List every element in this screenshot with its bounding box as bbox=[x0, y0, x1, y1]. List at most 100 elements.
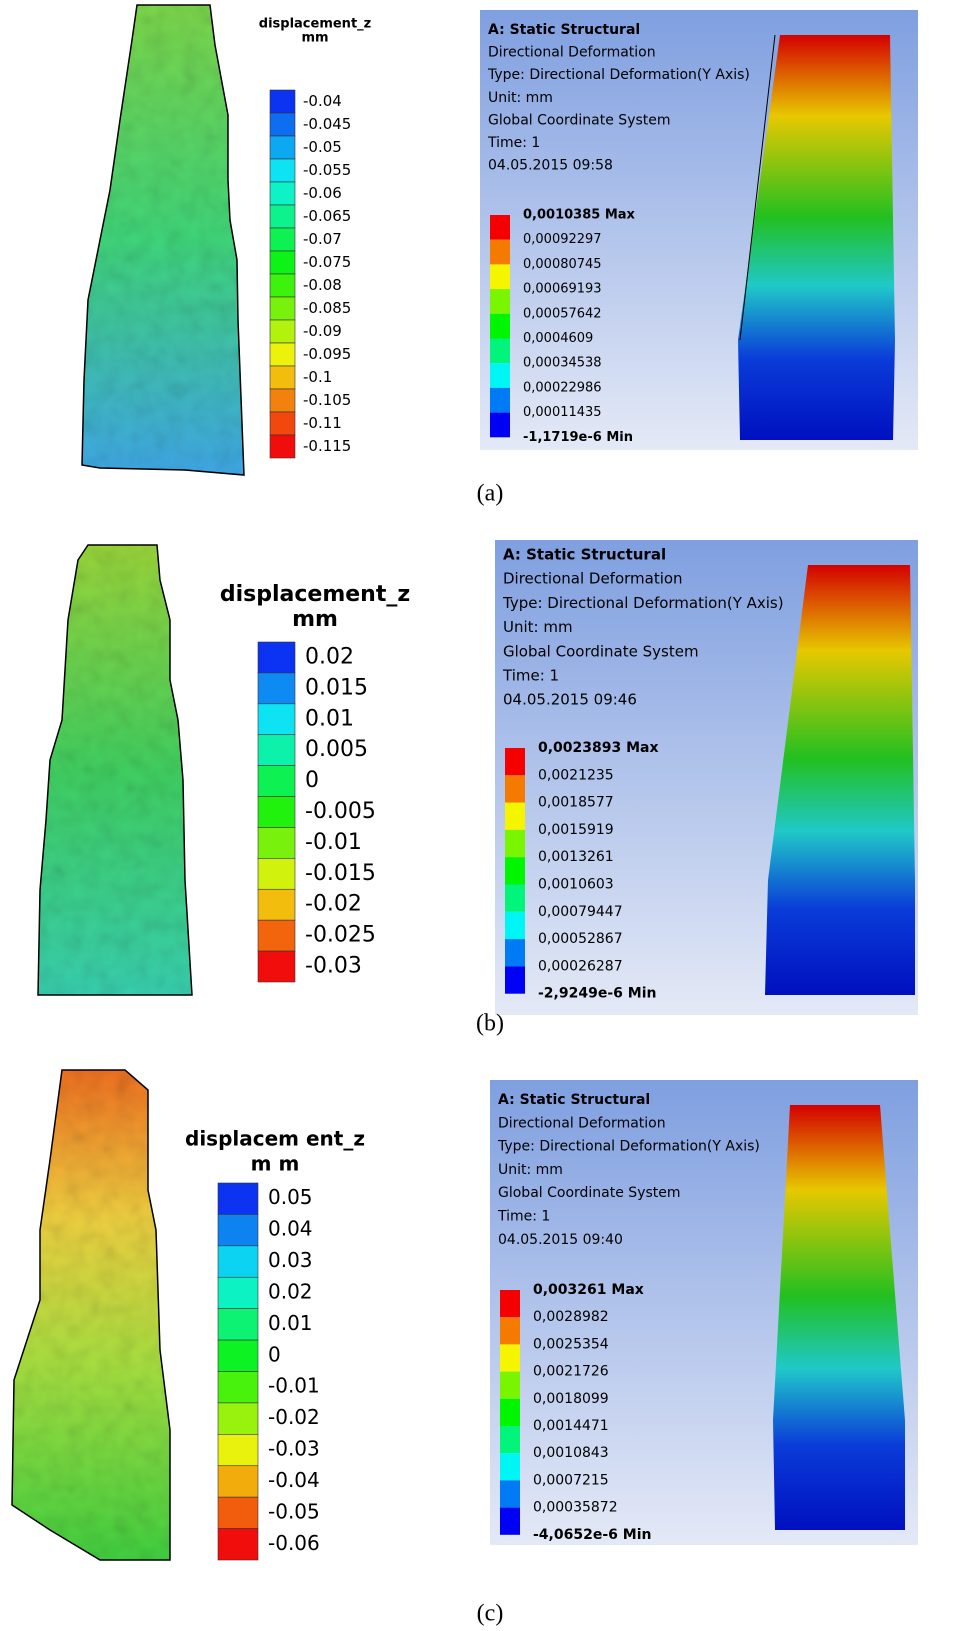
legend-label: -0.085 bbox=[303, 299, 351, 317]
legend-label: -0.065 bbox=[303, 207, 351, 225]
legend-label: 0.01 bbox=[305, 706, 354, 731]
ansys-legend-band bbox=[500, 1372, 520, 1399]
ansys-legend-band bbox=[500, 1399, 520, 1426]
legend-band bbox=[218, 1340, 258, 1371]
result-info: Global Coordinate System bbox=[503, 642, 699, 660]
legend-band bbox=[258, 704, 295, 735]
panel: displacement_zmm-0.04-0.045-0.05-0.055-0… bbox=[0, 0, 918, 520]
legend-band bbox=[270, 182, 295, 205]
legend-label: -0.115 bbox=[303, 437, 351, 455]
legend-label: -0.06 bbox=[268, 1531, 320, 1555]
legend-band bbox=[270, 389, 295, 412]
legend-band bbox=[218, 1246, 258, 1277]
legend-label: -0.02 bbox=[268, 1405, 320, 1429]
legend-label: -0.03 bbox=[305, 954, 362, 979]
result-info: Global Coordinate System bbox=[488, 112, 671, 128]
legend-label: -0.01 bbox=[268, 1374, 320, 1398]
ansys-legend-label: 0,003261 Max bbox=[533, 1282, 644, 1298]
legend-label: 0.04 bbox=[268, 1217, 313, 1241]
ansys-legend-label: 0,00035872 bbox=[533, 1500, 618, 1516]
legend-band bbox=[258, 735, 295, 766]
ansys-legend-label: 0,0010603 bbox=[538, 877, 614, 893]
ansys-legend-label: 0,0021235 bbox=[538, 767, 614, 783]
legend-title: displacem ent_z bbox=[185, 1127, 365, 1151]
legend-band bbox=[218, 1497, 258, 1528]
legend-label: -0.05 bbox=[268, 1499, 320, 1523]
legend-band bbox=[258, 858, 295, 889]
legend-label: 0 bbox=[305, 768, 319, 793]
legend-band bbox=[218, 1466, 258, 1497]
legend-label: -0.1 bbox=[303, 368, 332, 386]
legend-label: -0.09 bbox=[303, 322, 342, 340]
legend-label: -0.105 bbox=[303, 391, 351, 409]
ansys-legend-label: -4,0652e-6 Min bbox=[533, 1527, 651, 1543]
caption: (a) bbox=[477, 481, 504, 507]
result-info: 04.05.2015 09:46 bbox=[503, 691, 637, 709]
legend-band bbox=[270, 343, 295, 366]
legend-label: -0.045 bbox=[303, 115, 351, 133]
result-info: Type: Directional Deformation(Y Axis) bbox=[502, 594, 784, 612]
legend-band bbox=[270, 205, 295, 228]
result-info: A: Static Structural bbox=[488, 22, 640, 38]
ansys-legend-label: 0,0015919 bbox=[538, 822, 614, 838]
legend-band bbox=[258, 889, 295, 920]
ansys-legend-label: 0,00022986 bbox=[523, 380, 602, 395]
legend-unit: mm bbox=[292, 607, 338, 632]
legend-band bbox=[270, 113, 295, 136]
legend-band bbox=[270, 159, 295, 182]
legend-band bbox=[270, 274, 295, 297]
legend-label: -0.055 bbox=[303, 161, 351, 179]
ansys-legend-label: 0,00079447 bbox=[538, 904, 623, 920]
ansys-legend-band bbox=[490, 363, 510, 388]
result-info: Directional Deformation bbox=[498, 1115, 666, 1131]
ansys-legend-band bbox=[505, 939, 525, 966]
result-info: Type: Directional Deformation(Y Axis) bbox=[497, 1139, 760, 1155]
ansys-legend-label: 0,00052867 bbox=[538, 931, 623, 947]
legend-label: -0.01 bbox=[305, 830, 362, 855]
legend-band bbox=[218, 1403, 258, 1434]
result-info: Global Coordinate System bbox=[498, 1185, 681, 1201]
legend-label: -0.015 bbox=[305, 861, 376, 886]
legend-band bbox=[218, 1372, 258, 1403]
ansys-legend-label: 0,00011435 bbox=[523, 405, 602, 420]
legend-band bbox=[270, 366, 295, 389]
legend-band bbox=[258, 920, 295, 951]
ansys-legend-label: 0,0014471 bbox=[533, 1418, 609, 1434]
ansys-legend-band bbox=[490, 215, 510, 240]
ansys-legend-band bbox=[490, 339, 510, 364]
ansys-legend-label: 0,0010843 bbox=[533, 1445, 609, 1461]
ansys-legend-band bbox=[505, 857, 525, 884]
legend-label: -0.06 bbox=[303, 184, 342, 202]
result-info: A: Static Structural bbox=[503, 546, 666, 564]
ansys-legend-label: 0,0025354 bbox=[533, 1336, 609, 1352]
result-info: Directional Deformation bbox=[488, 45, 656, 61]
legend-label: -0.03 bbox=[268, 1437, 320, 1461]
result-info: Type: Directional Deformation(Y Axis) bbox=[487, 67, 750, 83]
legend-label: -0.005 bbox=[305, 799, 376, 824]
legend-band bbox=[218, 1277, 258, 1308]
legend-unit: mm bbox=[301, 31, 328, 46]
result-info: 04.05.2015 09:40 bbox=[498, 1232, 623, 1248]
ansys-legend-band bbox=[490, 388, 510, 413]
legend-band bbox=[270, 320, 295, 343]
ansys-legend-band bbox=[500, 1453, 520, 1480]
legend-band bbox=[218, 1529, 258, 1560]
legend-band bbox=[258, 797, 295, 828]
legend-label: -0.075 bbox=[303, 253, 351, 271]
ansys-legend-label: 0,00069193 bbox=[523, 282, 602, 297]
ansys-legend-label: 0,00080745 bbox=[523, 257, 602, 272]
legend-label: 0.015 bbox=[305, 675, 368, 700]
legend-label: -0.11 bbox=[303, 414, 342, 432]
ansys-legend-label: 0,0007215 bbox=[533, 1472, 609, 1488]
legend-label: 0.01 bbox=[268, 1311, 313, 1335]
legend-band bbox=[270, 251, 295, 274]
ansys-legend-label: 0,0023893 Max bbox=[538, 740, 659, 756]
panel: displacement_zmm0.020.0150.010.0050-0.00… bbox=[0, 530, 918, 1050]
ansys-legend-band bbox=[505, 885, 525, 912]
ansys-legend-band bbox=[500, 1290, 520, 1317]
ansys-legend-band bbox=[490, 289, 510, 314]
legend-band bbox=[270, 90, 295, 113]
ansys-legend-band bbox=[490, 413, 510, 438]
ansys-legend-band bbox=[500, 1480, 520, 1507]
legend-label: 0.02 bbox=[305, 644, 354, 669]
